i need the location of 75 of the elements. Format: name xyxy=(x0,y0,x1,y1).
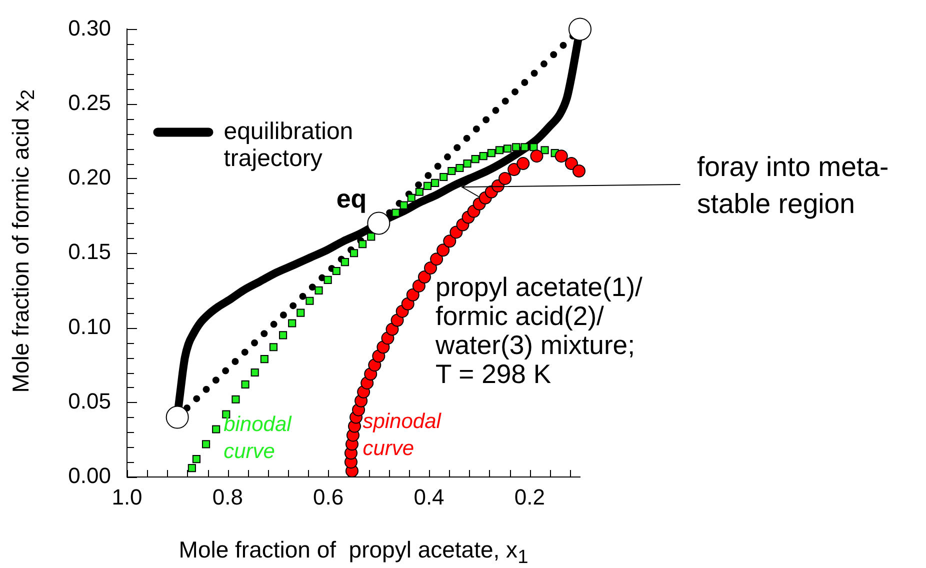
point xyxy=(540,146,549,154)
point xyxy=(424,262,438,275)
annotation: eq xyxy=(336,183,367,214)
point xyxy=(212,425,220,434)
point xyxy=(367,212,390,235)
point xyxy=(269,343,278,352)
x-tick-label: 0.4 xyxy=(414,484,444,510)
point xyxy=(260,355,268,364)
point xyxy=(367,232,376,241)
y-tick-label: 0.15 xyxy=(68,239,111,264)
x-tick-label: 0.6 xyxy=(313,484,344,510)
point xyxy=(407,194,416,202)
point xyxy=(241,380,250,388)
point xyxy=(554,150,568,163)
point xyxy=(512,143,520,152)
point xyxy=(479,152,488,160)
point xyxy=(423,182,432,190)
point xyxy=(503,144,512,153)
point xyxy=(250,368,259,377)
x-axis-title: Mole fraction of propyl acetate, x$_{1}$ xyxy=(178,536,528,568)
point xyxy=(448,166,456,176)
point xyxy=(471,155,480,164)
point xyxy=(568,18,592,41)
point xyxy=(572,164,586,178)
point xyxy=(288,319,296,328)
point xyxy=(508,163,521,176)
x-tick-label: 0.2 xyxy=(514,484,545,510)
point xyxy=(400,201,408,210)
point xyxy=(166,406,189,429)
point xyxy=(412,279,426,292)
y-tick-label: 0.10 xyxy=(68,314,111,339)
series-label: spinodal curve xyxy=(362,410,442,460)
point xyxy=(516,157,530,170)
point xyxy=(324,276,332,284)
y-tick-label: 0.20 xyxy=(68,164,111,190)
point xyxy=(350,249,358,258)
point xyxy=(520,143,529,152)
x-tick-label: 0.8 xyxy=(212,484,243,510)
point xyxy=(530,150,544,163)
series-label: binodal curve xyxy=(224,413,293,464)
point xyxy=(498,172,512,185)
annotation: propyl acetate(1)/formic acid(2)/water(3) mixture; T = 298 K xyxy=(434,272,644,389)
point xyxy=(443,234,456,248)
point xyxy=(296,308,305,317)
point xyxy=(431,178,440,187)
point xyxy=(430,252,444,266)
point xyxy=(463,160,472,168)
point xyxy=(188,464,196,472)
point xyxy=(392,208,400,217)
point xyxy=(332,266,340,276)
point xyxy=(202,440,210,448)
y-tick-label: 0.25 xyxy=(68,90,111,115)
point xyxy=(358,240,367,248)
x-tick-label: 1.0 xyxy=(112,484,142,510)
point xyxy=(436,244,450,257)
point xyxy=(440,172,448,182)
point xyxy=(306,296,314,305)
point xyxy=(564,157,578,170)
annotation: foray into meta-stable region xyxy=(697,151,889,220)
point xyxy=(340,258,349,266)
point xyxy=(456,164,464,172)
point xyxy=(495,146,504,154)
point xyxy=(314,286,323,294)
legend-label: equilibration trajectory xyxy=(224,118,354,172)
y-tick-label: 0.00 xyxy=(68,463,111,488)
point xyxy=(530,143,538,152)
point xyxy=(415,188,424,196)
point xyxy=(232,395,240,404)
point xyxy=(418,270,431,284)
point xyxy=(487,149,496,158)
point xyxy=(279,331,288,340)
y-tick-label: 0.05 xyxy=(68,388,111,414)
y-tick-label: 0.30 xyxy=(68,15,111,40)
point xyxy=(192,455,200,464)
point xyxy=(406,288,420,302)
